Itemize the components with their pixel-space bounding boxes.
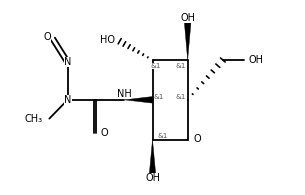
Text: OH: OH: [145, 173, 160, 183]
Text: &1: &1: [175, 95, 186, 100]
Text: &1: &1: [157, 133, 167, 139]
Text: N: N: [64, 57, 72, 67]
Text: CH₃: CH₃: [24, 114, 42, 124]
Polygon shape: [149, 140, 156, 175]
Text: O: O: [43, 32, 51, 42]
Text: N: N: [64, 95, 72, 105]
Polygon shape: [185, 22, 191, 60]
Text: O: O: [100, 128, 108, 138]
Text: &1: &1: [176, 63, 186, 69]
Text: &1: &1: [154, 95, 164, 100]
Text: OH: OH: [248, 55, 263, 65]
Text: NH: NH: [117, 89, 131, 99]
Polygon shape: [124, 97, 152, 103]
Text: HO: HO: [100, 35, 116, 45]
Text: &1: &1: [151, 63, 161, 69]
Text: OH: OH: [180, 13, 195, 23]
Text: O: O: [193, 134, 201, 144]
